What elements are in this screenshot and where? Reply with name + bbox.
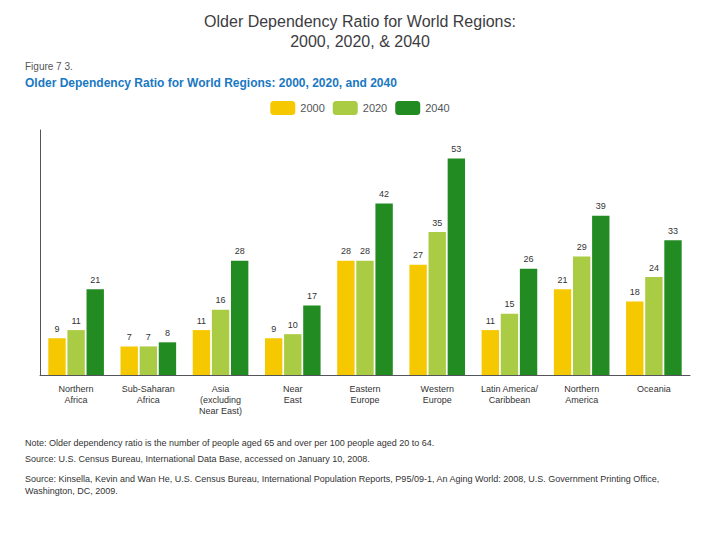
svg-text:11: 11 (486, 316, 495, 326)
svg-text:Northern: Northern (564, 384, 599, 394)
svg-text:7: 7 (146, 332, 151, 342)
svg-text:28: 28 (360, 246, 370, 256)
svg-text:Older Dependency Ratio for Wor: Older Dependency Ratio for World Regions… (25, 76, 397, 90)
svg-text:16: 16 (216, 295, 226, 305)
svg-text:Figure 7 3.: Figure 7 3. (25, 61, 73, 72)
svg-text:Note: Older dependency ratio i: Note: Older dependency ratio is the numb… (25, 438, 434, 448)
svg-text:Africa: Africa (65, 395, 88, 405)
svg-text:2000, 2020, & 2040: 2000, 2020, & 2040 (290, 33, 430, 50)
svg-text:24: 24 (649, 263, 659, 273)
svg-text:27: 27 (413, 250, 423, 260)
svg-text:America: America (565, 395, 598, 405)
svg-text:15: 15 (504, 299, 514, 309)
svg-text:Western: Western (421, 384, 454, 394)
svg-text:42: 42 (379, 189, 389, 199)
svg-text:11: 11 (197, 316, 206, 326)
svg-text:21: 21 (90, 275, 100, 285)
svg-text:Eastern: Eastern (349, 384, 380, 394)
svg-text:Caribbean: Caribbean (489, 395, 531, 405)
svg-text:Near East): Near East) (199, 406, 242, 416)
svg-text:Oceania: Oceania (637, 384, 671, 394)
svg-text:Older Dependency Ratio for Wor: Older Dependency Ratio for World Regions… (204, 13, 516, 30)
svg-text:8: 8 (165, 328, 170, 338)
svg-text:17: 17 (307, 291, 317, 301)
svg-text:28: 28 (235, 246, 245, 256)
svg-text:21: 21 (558, 275, 568, 285)
svg-text:28: 28 (341, 246, 351, 256)
svg-text:Source: Kinsella, Kevin and Wa: Source: Kinsella, Kevin and Wan He, U.S.… (25, 474, 662, 484)
svg-text:Africa: Africa (137, 395, 160, 405)
svg-text:2020: 2020 (363, 102, 387, 114)
svg-text:2000: 2000 (300, 102, 324, 114)
svg-text:Sub-Saharan: Sub-Saharan (122, 384, 175, 394)
svg-text:Asia: Asia (212, 384, 230, 394)
svg-text:(excluding: (excluding (200, 395, 241, 405)
svg-text:7: 7 (127, 332, 132, 342)
svg-text:Source: U.S. Census Bureau, In: Source: U.S. Census Bureau, Internationa… (25, 454, 370, 464)
svg-text:26: 26 (524, 254, 534, 264)
svg-text:2040: 2040 (425, 102, 449, 114)
svg-text:35: 35 (432, 218, 442, 228)
svg-text:Europe: Europe (423, 395, 452, 405)
svg-text:11: 11 (71, 316, 80, 326)
svg-text:18: 18 (630, 287, 640, 297)
svg-text:39: 39 (596, 201, 606, 211)
svg-text:33: 33 (668, 226, 678, 236)
svg-text:10: 10 (288, 320, 298, 330)
svg-text:9: 9 (271, 324, 276, 334)
svg-text:9: 9 (54, 324, 59, 334)
svg-text:Europe: Europe (350, 395, 379, 405)
svg-text:Near: Near (283, 384, 303, 394)
svg-text:Washington, DC, 2009.: Washington, DC, 2009. (25, 486, 118, 496)
svg-text:East: East (284, 395, 303, 405)
svg-text:53: 53 (451, 144, 461, 154)
svg-text:Northern: Northern (59, 384, 94, 394)
svg-text:Latin America/: Latin America/ (481, 384, 539, 394)
svg-text:29: 29 (577, 242, 587, 252)
